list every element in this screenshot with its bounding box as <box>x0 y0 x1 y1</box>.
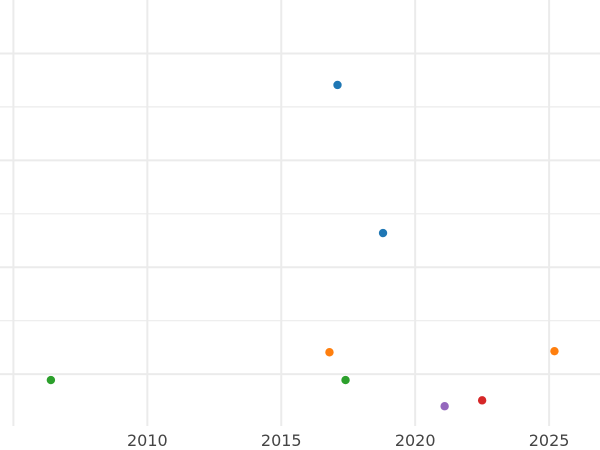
data-point <box>378 228 388 238</box>
data-point <box>477 396 487 405</box>
data-points <box>46 80 559 411</box>
data-point <box>333 80 342 90</box>
data-point <box>325 348 334 357</box>
data-point <box>550 346 559 356</box>
x-axis-ticks: 2010 2015 2020 2025 <box>127 431 570 450</box>
data-point <box>341 375 350 385</box>
data-point <box>440 402 449 411</box>
data-point <box>46 375 56 385</box>
x-tick-label: 2010 <box>127 431 168 450</box>
x-tick-label: 2025 <box>529 431 570 450</box>
x-tick-label: 2015 <box>261 431 302 450</box>
gridlines <box>0 0 600 426</box>
x-tick-label: 2020 <box>395 431 436 450</box>
